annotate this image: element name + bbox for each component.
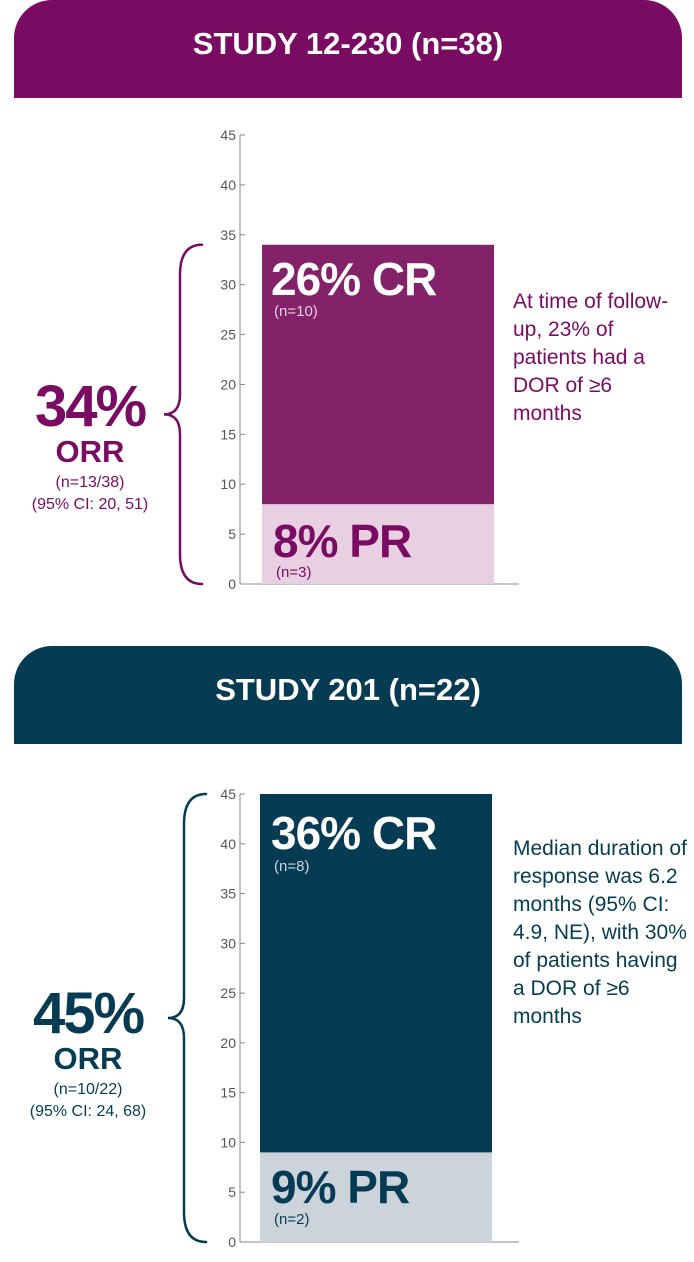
y-tick-label: 20 (220, 1035, 236, 1051)
study2-orr-ci: (95% CI: 24, 68) (29, 1103, 147, 1120)
study1-orr-pct: 34% (34, 374, 147, 439)
y-tick-label: 35 (220, 227, 236, 243)
study1-orr-label: ORR (55, 434, 125, 469)
y-tick-label: 30 (220, 277, 236, 293)
study2-cr-n: (n=8) (274, 858, 310, 875)
study1-pr-n: (n=3) (276, 564, 312, 581)
study1-pr-label: 8% PR (273, 515, 412, 567)
y-tick-label: 25 (220, 985, 236, 1001)
y-tick-label: 45 (220, 786, 236, 802)
study2-chart: 0 5 10 15 20 25 30 35 40 45 (167, 786, 519, 1250)
study2-header: STUDY 201 (n=22) (14, 646, 682, 744)
study2-pr-n: (n=2) (274, 1211, 310, 1228)
study2-orr-label: ORR (53, 1041, 123, 1076)
y-tick-label: 25 (220, 327, 236, 343)
study2-cr-label: 36% CR (271, 807, 437, 859)
study1-title: STUDY 12-230 (n=38) (192, 26, 504, 61)
y-tick-label: 10 (220, 1134, 236, 1150)
cr-bar (260, 794, 492, 1153)
y-tick-label: 40 (220, 836, 236, 852)
study2-title: STUDY 201 (n=22) (215, 672, 481, 707)
orr-brace (163, 243, 204, 586)
y-tick-label: 45 (220, 127, 236, 143)
cr-bar (262, 244, 494, 505)
pr-bar (260, 1152, 492, 1242)
y-tick-label: 0 (228, 1234, 236, 1250)
y-tick-label: 20 (220, 376, 236, 392)
study1-cr-n: (n=10) (274, 303, 318, 320)
y-tick-label: 10 (220, 476, 236, 492)
y-tick-label: 15 (220, 1085, 236, 1101)
pr-bar (262, 504, 494, 584)
study2-orr-n: (n=10/22) (53, 1081, 123, 1098)
orr-brace (167, 792, 208, 1244)
y-tick-label: 40 (220, 177, 236, 193)
y-tick-label: 30 (220, 935, 236, 951)
study2-orr-pct: 45% (32, 981, 145, 1046)
y-tick-label: 5 (228, 526, 236, 542)
study1-note: At time of follow-up, 23% of patients ha… (513, 290, 669, 425)
study2-pr-label: 9% PR (271, 1161, 410, 1213)
y-tick-label: 35 (220, 886, 236, 902)
study1-orr-n: (n=13/38) (55, 474, 125, 491)
study1-cr-label: 26% CR (271, 253, 437, 305)
study1-orr: 34% ORR (n=13/38) (95% CI: 20, 51) (0, 378, 180, 516)
study1-orr-ci: (95% CI: 20, 51) (31, 496, 149, 513)
y-tick-label: 15 (220, 426, 236, 442)
study2-note: Median duration of response was 6.2 mont… (513, 837, 687, 1028)
y-tick-label: 0 (228, 576, 236, 592)
study2-orr: 45% ORR (n=10/22) (95% CI: 24, 68) (0, 985, 178, 1123)
y-tick-label: 5 (228, 1184, 236, 1200)
study1-header: STUDY 12-230 (n=38) (14, 0, 682, 98)
study1-chart: 0 5 10 15 20 25 30 35 40 45 (163, 127, 519, 592)
